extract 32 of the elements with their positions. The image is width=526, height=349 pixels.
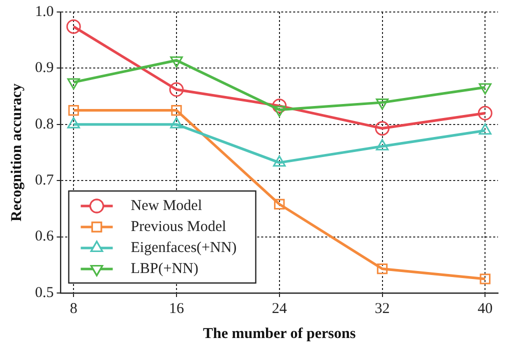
point (478, 106, 492, 120)
point (68, 105, 79, 116)
legend-label: Previous Model (130, 218, 226, 235)
point (376, 263, 388, 274)
point (478, 83, 492, 95)
point (272, 106, 286, 118)
x-tick-label: 16 (168, 300, 184, 317)
x-tick-label: 24 (272, 300, 288, 317)
point (169, 82, 184, 97)
point (67, 78, 80, 90)
y-tick-label: 1.0 (35, 4, 54, 20)
point (375, 121, 390, 136)
legend-label: LBP(+NN) (130, 260, 198, 277)
legend-label: New Model (130, 198, 202, 214)
point (272, 98, 287, 114)
x-tick-label: 40 (478, 300, 493, 317)
x-tick-label: 32 (374, 300, 390, 317)
y-tick-label: 0.7 (35, 172, 54, 189)
y-tick-label: 0.9 (35, 60, 54, 76)
x-tick-label: 8 (70, 300, 78, 317)
point (170, 56, 183, 68)
y-tick-label: 0.8 (35, 116, 54, 132)
y-tick-label: 0.5 (35, 284, 54, 301)
legend-label: Eigenfaces(+NN) (130, 240, 237, 256)
y-tick-label: 0.6 (35, 228, 54, 245)
point (480, 274, 490, 284)
point (274, 198, 285, 210)
x-axis-title: The mumber of persons (203, 326, 356, 342)
point (66, 19, 81, 34)
y-axis-title: Recognition accuracy (8, 83, 25, 222)
point (171, 105, 182, 116)
point (376, 98, 389, 110)
